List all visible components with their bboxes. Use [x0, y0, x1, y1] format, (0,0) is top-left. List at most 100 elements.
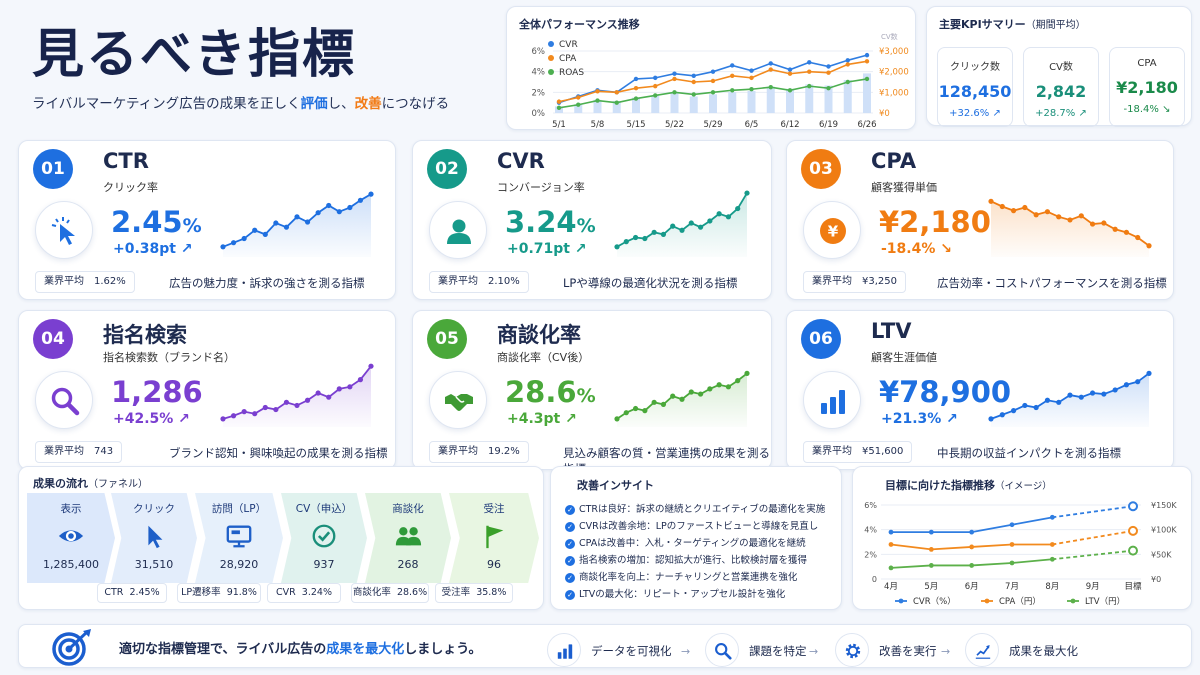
target-point: [1128, 525, 1138, 536]
series-point: [888, 542, 894, 547]
x-tick: 8月: [1045, 582, 1059, 592]
series-point: [928, 529, 934, 535]
funnel-step: 商談化 268: [365, 493, 451, 583]
cursor-click-icon: [35, 201, 93, 259]
y-tick-left: 0%: [532, 109, 546, 119]
funnel-step-name: 受注: [483, 503, 505, 515]
sparkline-point: [614, 416, 620, 422]
sparkline-point: [326, 394, 332, 400]
sparkline-point: [744, 190, 750, 196]
sparkline-point: [716, 211, 722, 217]
svg-text:¥: ¥: [828, 223, 839, 241]
x-tick: 5/29: [703, 120, 722, 130]
target-point: [1128, 545, 1138, 556]
sparkline-point: [1123, 229, 1130, 235]
sparkline-point: [632, 234, 639, 241]
legend-marker: [548, 55, 554, 61]
sparkline-point: [1078, 394, 1084, 400]
search-icon: [705, 633, 739, 667]
series-point: [749, 87, 754, 92]
series-point: [672, 76, 677, 82]
series-point: [864, 76, 870, 82]
y-tick-right: ¥100K: [1151, 526, 1177, 535]
series-point: [768, 67, 773, 72]
performance-chart-title: 全体パフォーマンス推移: [519, 18, 640, 31]
cv-bar: [728, 92, 737, 113]
industry-average-badge: 業界平均 ¥51,600: [803, 441, 913, 463]
flag-icon: [449, 522, 539, 552]
sparkline-point: [1056, 214, 1062, 220]
metric-card-05: 05 商談化率 商談化率（CV後） 28.6% +4.3pt ↗ 業界平均 19.…: [412, 310, 772, 476]
eye-icon: [27, 522, 115, 552]
sparkline-point: [651, 229, 657, 235]
series-point: [969, 563, 975, 568]
sparkline-point: [1146, 370, 1152, 376]
funnel-step-value: 96: [487, 558, 501, 571]
insight-item: ✓ CTRは良好：訴求の継続とクリエイティブの最適化を実施: [565, 501, 825, 515]
sparkline-point: [642, 408, 648, 414]
x-tick: 5/22: [665, 120, 684, 130]
projection-line: [1052, 549, 1134, 561]
funnel-rate-badge: CTR 2.45%: [97, 583, 167, 603]
performance-chart-card: 全体パフォーマンス推移 6% 4% 2% 0% ¥3,000 ¥2,000 ¥1,000 ¥0…: [506, 6, 916, 130]
sparkline-point: [1101, 391, 1107, 397]
sparkline-point: [670, 223, 676, 229]
series-point: [653, 83, 658, 89]
metric-value: ¥78,900: [879, 375, 1012, 409]
sparkline-point: [1123, 382, 1130, 388]
metric-sparkline: [988, 370, 1152, 427]
sparkline-point: [1089, 390, 1096, 396]
footer-step: 改善を実行: [835, 633, 965, 669]
funnel-step: CV（申込） 937: [281, 493, 367, 583]
sparkline-point: [283, 399, 290, 405]
insights-card: 改善インサイト ✓ CTRは良好：訴求の継続とクリエイティブの最適化を実施 ✓ CVR…: [550, 466, 842, 610]
series-point: [888, 529, 894, 535]
series-point: [826, 86, 831, 91]
cv-bar: [689, 96, 698, 113]
sparkline-point: [1135, 234, 1141, 241]
series-point: [1009, 560, 1015, 566]
insights-title: 改善インサイト: [577, 479, 654, 492]
cv-bar: [766, 86, 775, 113]
cv-bar: [843, 80, 852, 113]
sparkline-point: [357, 377, 364, 383]
series-point: [845, 58, 850, 63]
sparkline-point: [735, 378, 741, 384]
sparkline-point: [1112, 226, 1118, 232]
arrow-icon: →: [941, 645, 951, 658]
series-point: [691, 79, 696, 85]
metric-value: 3.24%: [505, 205, 596, 239]
metric-name: CTR: [103, 149, 149, 173]
target-chart-card: 目標に向けた指標推移（イメージ） 6% 4% 2% 0 ¥150K ¥100K ¥50K ¥0…: [852, 466, 1192, 610]
funnel-step-value: 28,920: [219, 558, 259, 571]
series-point: [807, 83, 812, 89]
funnel-step-name: クリック: [133, 503, 175, 515]
metric-number-badge: 02: [427, 149, 467, 189]
y-tick-right: ¥150K: [1151, 501, 1177, 510]
projection-line: [1052, 505, 1134, 519]
x-tick: 6/12: [780, 120, 799, 130]
sparkline-point: [1101, 220, 1107, 226]
page-title: 見るべき指標: [32, 25, 357, 85]
metric-delta: +0.38pt ↗: [113, 241, 193, 257]
sparkline-point: [744, 370, 750, 376]
sparkline-point: [262, 231, 268, 237]
cv-bar: [786, 88, 794, 113]
sparkline-point: [1078, 213, 1084, 219]
cv-bar: [651, 95, 660, 113]
metric-delta: +4.3pt ↗: [507, 411, 577, 427]
sparkline-point: [716, 382, 722, 388]
sparkline-point: [623, 410, 629, 416]
funnel-step: クリック 31,510: [111, 493, 197, 583]
y-axis-right-label: CV数: [881, 32, 898, 41]
sparkline-point: [725, 214, 732, 220]
y-tick-right: ¥50K: [1151, 550, 1172, 559]
sparkline-point: [315, 210, 321, 216]
metric-description: 中長期の収益インパクトを測る指標: [937, 446, 1121, 460]
funnel-rate-badge: LP遷移率 91.8%: [177, 583, 261, 603]
metric-card-01: 01 CTR クリック率 2.45% +0.38pt ↗ 業界平均 1.62% 広…: [18, 140, 396, 300]
sparkline-point: [357, 197, 364, 203]
series-point: [556, 105, 562, 111]
funnel-rate-badge: 受注率 35.8%: [435, 583, 513, 603]
sparkline-point: [1033, 212, 1039, 218]
